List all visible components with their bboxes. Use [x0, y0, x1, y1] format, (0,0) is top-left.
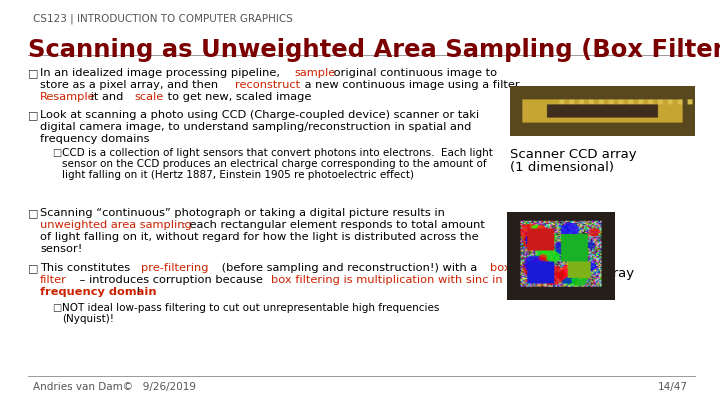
Text: pre-filtering: pre-filtering — [140, 263, 208, 273]
Text: □: □ — [52, 148, 61, 158]
Text: : each rectangular element responds to total amount: : each rectangular element responds to t… — [182, 220, 485, 230]
Text: a new continuous image using a filter.: a new continuous image using a filter. — [300, 80, 522, 90]
Text: In an idealized image processing pipeline,: In an idealized image processing pipelin… — [40, 68, 284, 78]
Text: digital camera image, to understand sampling/reconstruction in spatial and: digital camera image, to understand samp… — [40, 122, 472, 132]
Text: box filtering is multiplication with sinc in: box filtering is multiplication with sin… — [271, 275, 503, 285]
Text: Look at scanning a photo using CCD (Charge-coupled device) scanner or taki: Look at scanning a photo using CCD (Char… — [40, 110, 479, 120]
Text: □: □ — [28, 208, 38, 218]
Text: (2 dimensional): (2 dimensional) — [510, 280, 614, 293]
Text: Scanning as Unweighted Area Sampling (Box Filter) (1/2): Scanning as Unweighted Area Sampling (Bo… — [28, 38, 720, 62]
Text: scale: scale — [135, 92, 164, 102]
Text: Resample: Resample — [40, 92, 96, 102]
Text: reconstruct: reconstruct — [235, 80, 300, 90]
Text: (before sampling and reconstruction!) with a: (before sampling and reconstruction!) wi… — [217, 263, 480, 273]
Text: unweighted area sampling: unweighted area sampling — [40, 220, 192, 230]
Text: of light falling on it, without regard for how the light is distributed across t: of light falling on it, without regard f… — [40, 232, 479, 242]
Text: (Nyquist)!: (Nyquist)! — [62, 314, 114, 324]
Text: box: box — [490, 263, 510, 273]
Text: (1 dimensional): (1 dimensional) — [510, 161, 614, 174]
Text: Scanning “continuous” photograph or taking a digital picture results in: Scanning “continuous” photograph or taki… — [40, 208, 445, 218]
Text: NOT ideal low-pass filtering to cut out unrepresentable high frequencies: NOT ideal low-pass filtering to cut out … — [62, 303, 439, 313]
Text: sample: sample — [294, 68, 336, 78]
Text: □: □ — [28, 68, 38, 78]
Text: store as a pixel array, and then: store as a pixel array, and then — [40, 80, 222, 90]
Text: it and: it and — [87, 92, 127, 102]
Text: This constitutes: This constitutes — [40, 263, 134, 273]
Text: original continuous image to: original continuous image to — [330, 68, 498, 78]
Text: Scanner CCD array: Scanner CCD array — [510, 148, 636, 161]
Text: CS123 | INTRODUCTION TO COMPUTER GRAPHICS: CS123 | INTRODUCTION TO COMPUTER GRAPHIC… — [33, 13, 293, 23]
Text: sensor on the CCD produces an electrical charge corresponding to the amount of: sensor on the CCD produces an electrical… — [62, 159, 487, 169]
Text: Andries van Dam©   9/26/2019: Andries van Dam© 9/26/2019 — [33, 382, 196, 392]
Text: frequency domain: frequency domain — [40, 287, 157, 297]
Text: light falling on it (Hertz 1887, Einstein 1905 re photoelectric effect): light falling on it (Hertz 1887, Einstei… — [62, 170, 414, 180]
Text: CCD is a collection of light sensors that convert photons into electrons.  Each : CCD is a collection of light sensors tha… — [62, 148, 493, 158]
Text: □: □ — [28, 110, 38, 120]
Text: – introduces corruption because: – introduces corruption because — [76, 275, 266, 285]
Text: !: ! — [135, 287, 140, 297]
Text: □: □ — [52, 303, 61, 313]
Text: □: □ — [28, 263, 38, 273]
Text: sensor!: sensor! — [40, 244, 82, 254]
Text: frequency domains: frequency domains — [40, 134, 150, 144]
Text: filter: filter — [40, 275, 67, 285]
Text: Camera CCD array: Camera CCD array — [510, 267, 634, 280]
Text: to get new, scaled image: to get new, scaled image — [164, 92, 312, 102]
Text: 14/47: 14/47 — [658, 382, 688, 392]
